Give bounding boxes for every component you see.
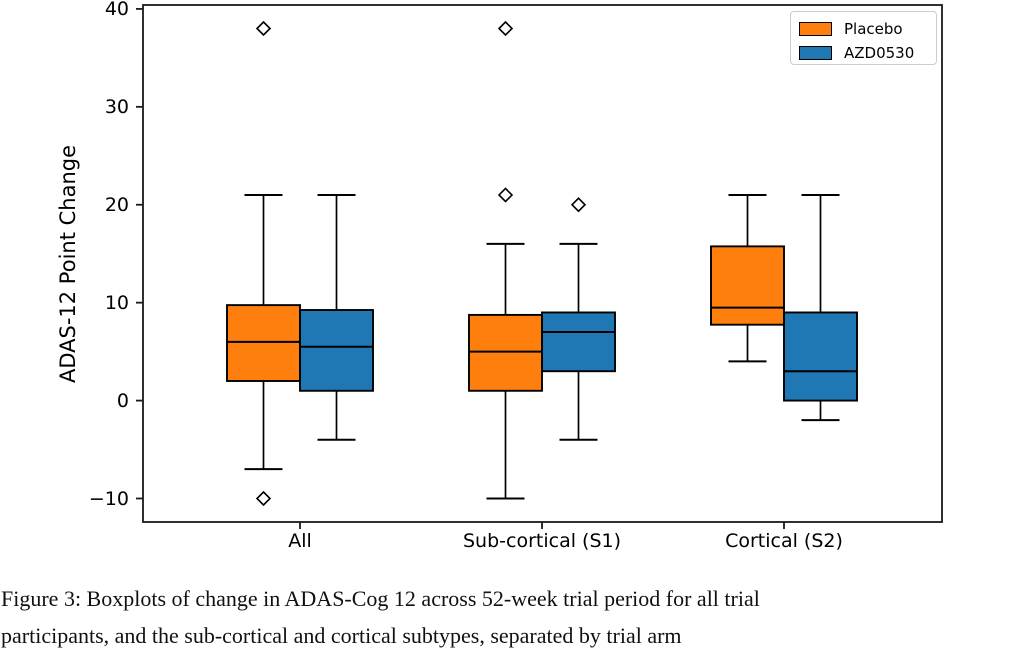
y-tick-label: 10 xyxy=(104,291,129,314)
caption-line-1: Figure 3: Boxplots of change in ADAS-Cog… xyxy=(1,586,760,611)
outlier-diamond-icon xyxy=(497,187,514,203)
x-tick-label-cortical: Cortical (S2) xyxy=(725,530,843,552)
plot-area xyxy=(136,4,943,529)
boxplot-chart: ADAS-12 Point Change 40 30 20 10 0 −10 All Su… xyxy=(56,0,943,552)
y-axis-label: ADAS-12 Point Change xyxy=(56,144,80,384)
y-tick-label: −10 xyxy=(88,487,129,510)
caption-line-2: participants, and the sub-cortical and c… xyxy=(1,623,682,648)
placebo-swatch-icon xyxy=(799,22,832,36)
figure-caption: Figure 3: Boxplots of change in ADAS-Cog… xyxy=(1,580,1023,654)
y-tick-label: 20 xyxy=(104,193,129,216)
legend-label-azd0530: AZD0530 xyxy=(844,43,915,62)
legend-entry-azd0530: AZD0530 xyxy=(799,41,936,65)
outlier-diamond-icon xyxy=(570,197,587,213)
box-placebo xyxy=(468,313,543,392)
legend-entry-placebo: Placebo xyxy=(799,17,936,41)
y-tick-label: 40 xyxy=(104,0,129,20)
y-tick-label: 30 xyxy=(104,95,129,118)
outlier-diamond-icon xyxy=(255,490,272,507)
box-azd0530 xyxy=(299,309,374,392)
x-tick-label-subcortical: Sub-cortical (S1) xyxy=(462,530,622,552)
box-placebo xyxy=(226,304,301,382)
outlier-diamond-icon xyxy=(255,20,272,37)
outlier-diamond-icon xyxy=(497,20,514,37)
x-tick-label-all: All xyxy=(288,530,312,552)
box-azd0530 xyxy=(541,311,616,373)
legend-label-placebo: Placebo xyxy=(844,19,903,38)
azd0530-swatch-icon xyxy=(799,46,832,60)
box-placebo xyxy=(710,245,785,326)
box-azd0530 xyxy=(783,311,858,402)
y-tick-label: 0 xyxy=(116,389,129,412)
legend: Placebo AZD0530 xyxy=(790,11,937,65)
